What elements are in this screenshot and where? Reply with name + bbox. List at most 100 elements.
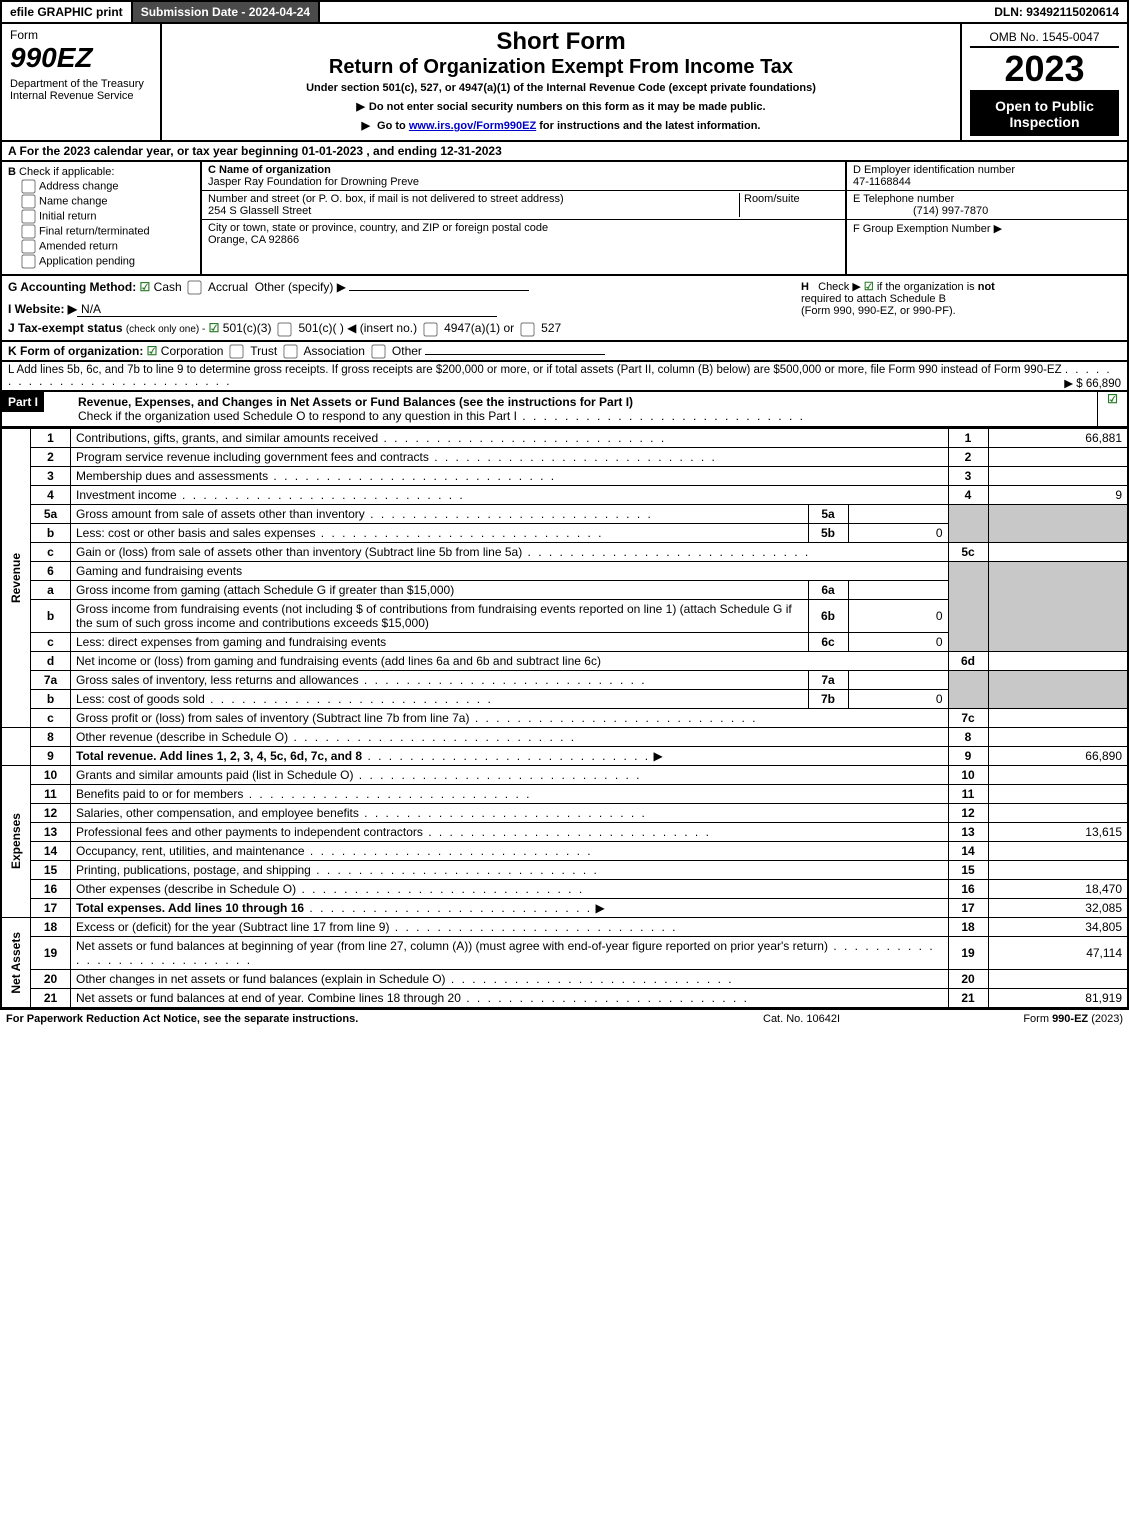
- cb-trust[interactable]: [230, 344, 244, 358]
- footer-left: For Paperwork Reduction Act Notice, see …: [6, 1013, 763, 1025]
- line-num: 16: [31, 879, 71, 898]
- website-value: N/A: [77, 302, 497, 317]
- mini-val: 0: [848, 599, 948, 632]
- check-icon: ☑: [147, 344, 158, 358]
- org-name: Jasper Ray Foundation for Drowning Preve: [208, 176, 419, 188]
- row-l: L Add lines 5b, 6c, and 7b to line 9 to …: [0, 362, 1129, 392]
- line-num: 9: [31, 746, 71, 765]
- line-num: 19: [31, 936, 71, 969]
- city-label: City or town, state or province, country…: [208, 222, 548, 234]
- line-ref: 19: [948, 936, 988, 969]
- cb-assoc[interactable]: [283, 344, 297, 358]
- line-num: b: [31, 523, 71, 542]
- part-i-header: Part I Revenue, Expenses, and Changes in…: [0, 392, 1129, 428]
- check-icon: ☑: [209, 321, 220, 335]
- line-desc: Gross income from fundraising events (no…: [76, 602, 792, 630]
- mini-val: 0: [848, 632, 948, 651]
- col-b-checkboxes: B Check if applicable: Address change Na…: [2, 162, 202, 274]
- do-not-enter: Do not enter social security numbers on …: [170, 100, 952, 113]
- side-revenue: Revenue: [7, 545, 25, 611]
- goto-pre: Go to: [377, 120, 409, 132]
- j-501c3: 501(c)(3): [223, 321, 272, 335]
- c-name-label: C Name of organization: [208, 164, 331, 176]
- line-val: 66,890: [988, 746, 1128, 765]
- line-desc: Other expenses (describe in Schedule O): [76, 882, 296, 896]
- room-label: Room/suite: [744, 193, 800, 205]
- line-val: 13,615: [988, 822, 1128, 841]
- form-header: Form 990EZ Department of the Treasury In…: [0, 24, 1129, 142]
- line-ref: 17: [948, 898, 988, 917]
- h-letter: H: [801, 281, 809, 293]
- row-k: K Form of organization: ☑ Corporation Tr…: [0, 342, 1129, 362]
- line-val: [988, 708, 1128, 727]
- g-cash: Cash: [154, 280, 182, 294]
- line-num: 5a: [31, 504, 71, 523]
- phone-label: E Telephone number: [853, 193, 954, 205]
- cb-other[interactable]: [371, 344, 385, 358]
- line-desc: Less: cost or other basis and sales expe…: [76, 526, 315, 540]
- cb-initial-return[interactable]: Initial return: [22, 210, 194, 223]
- efile-label: efile GRAPHIC print: [2, 2, 133, 22]
- ein-label: D Employer identification number: [853, 164, 1015, 176]
- lines-table: Revenue 1Contributions, gifts, grants, a…: [0, 428, 1129, 1009]
- cb-accrual[interactable]: [188, 281, 202, 295]
- form-word: Form: [10, 28, 152, 42]
- line-desc: Occupancy, rent, utilities, and maintena…: [76, 844, 305, 858]
- line-ref: 9: [948, 746, 988, 765]
- omb-number: OMB No. 1545-0047: [970, 28, 1119, 48]
- col-c-org-info: C Name of organizationJasper Ray Foundat…: [202, 162, 847, 274]
- check-icon: ☑: [864, 281, 874, 293]
- cb-final-return[interactable]: Final return/terminated: [22, 225, 194, 238]
- cb-name-change[interactable]: Name change: [22, 195, 194, 208]
- line-desc: Contributions, gifts, grants, and simila…: [76, 431, 378, 445]
- check-icon: ☑: [1107, 392, 1118, 406]
- line-num: b: [31, 689, 71, 708]
- line-num: a: [31, 580, 71, 599]
- j-4947: 4947(a)(1) or: [444, 321, 514, 335]
- h-not: not: [978, 281, 995, 293]
- line-desc: Printing, publications, postage, and shi…: [76, 863, 311, 877]
- cb-amended-return[interactable]: Amended return: [22, 240, 194, 253]
- line-num: 4: [31, 485, 71, 504]
- dln-label: DLN: 93492115020614: [986, 2, 1127, 22]
- line-num: 15: [31, 860, 71, 879]
- cb-501c[interactable]: [277, 322, 291, 336]
- row-g: G Accounting Method: ☑ Cash Accrual Othe…: [8, 280, 801, 294]
- cb-address-change[interactable]: Address change: [22, 180, 194, 193]
- cb-527[interactable]: [520, 322, 534, 336]
- line-val: [988, 860, 1128, 879]
- line-ref: 12: [948, 803, 988, 822]
- line-val: 34,805: [988, 917, 1128, 936]
- group-exemption-label: F Group Exemption Number: [853, 223, 991, 235]
- row-a-calendar-year: A For the 2023 calendar year, or tax yea…: [0, 142, 1129, 162]
- mini-ref: 5b: [808, 523, 848, 542]
- phone-value: (714) 997-7870: [853, 205, 988, 217]
- line-ref: 7c: [948, 708, 988, 727]
- cb-application-pending[interactable]: Application pending: [22, 255, 194, 268]
- return-title: Return of Organization Exempt From Incom…: [170, 56, 952, 79]
- side-expenses: Expenses: [7, 805, 25, 877]
- line-desc: Less: cost of goods sold: [76, 692, 205, 706]
- line-num: 18: [31, 917, 71, 936]
- mini-val: 0: [848, 689, 948, 708]
- line-desc: Benefits paid to or for members: [76, 787, 243, 801]
- line-val: [988, 447, 1128, 466]
- mini-val: [848, 670, 948, 689]
- line-desc: Gross amount from sale of assets other t…: [76, 507, 365, 521]
- b-check-label: Check if applicable:: [19, 166, 114, 178]
- line-desc: Excess or (deficit) for the year (Subtra…: [76, 920, 389, 934]
- line-desc: Grants and similar amounts paid (list in…: [76, 768, 353, 782]
- i-label: I Website: ▶: [8, 302, 77, 316]
- j-527: 527: [541, 321, 561, 335]
- cb-4947[interactable]: [423, 322, 437, 336]
- row-i: I Website: ▶N/A: [8, 302, 801, 317]
- mini-val: [848, 504, 948, 523]
- line-desc: Salaries, other compensation, and employ…: [76, 806, 359, 820]
- line-num: c: [31, 632, 71, 651]
- line-desc: Other revenue (describe in Schedule O): [76, 730, 288, 744]
- irs-link[interactable]: www.irs.gov/Form990EZ: [409, 120, 536, 132]
- mini-ref: 5a: [808, 504, 848, 523]
- line-num: 12: [31, 803, 71, 822]
- l-value: ▶ $ 66,890: [1064, 376, 1121, 390]
- k-label: K Form of organization:: [8, 344, 143, 358]
